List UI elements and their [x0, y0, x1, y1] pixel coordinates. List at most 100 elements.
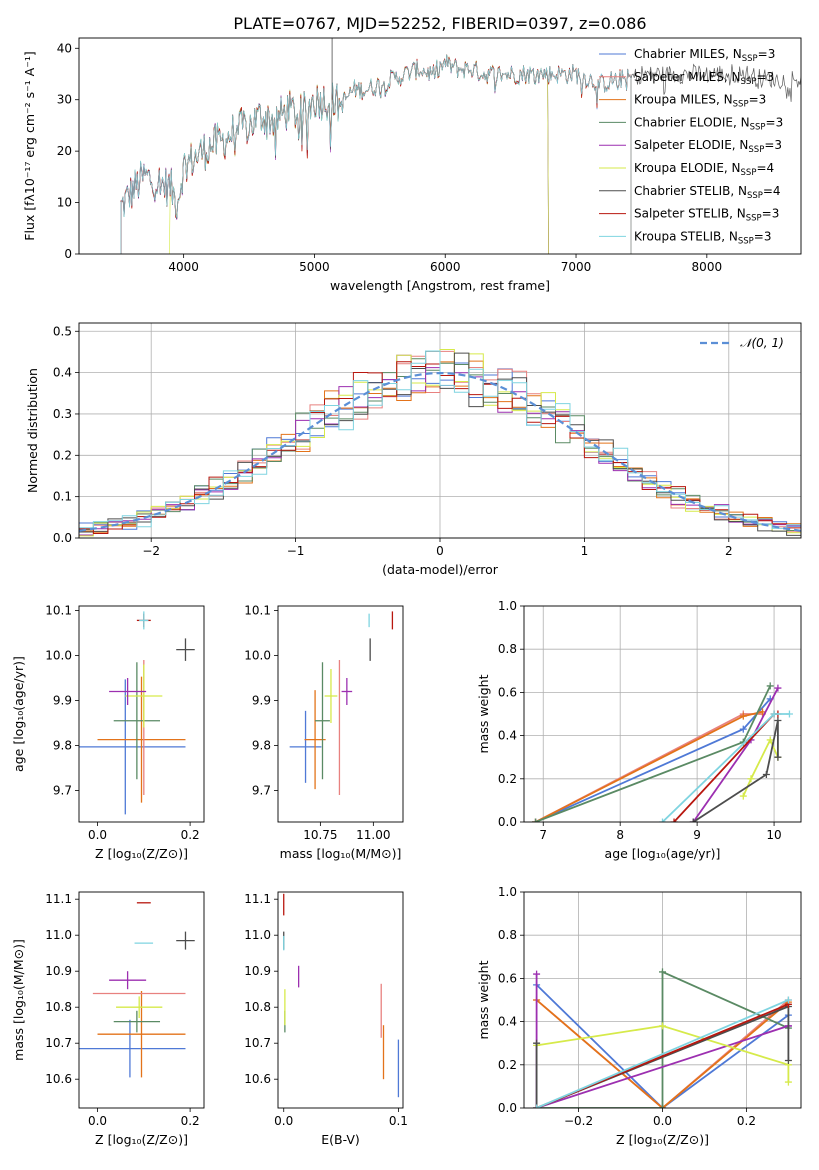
- panel-residuals: −2 −1 0 1 2 0.0 0.1 0.2 0.3 0.4 0.5 (data-model)/er…: [25, 322, 802, 577]
- age_weight-marker-kroupa-miles: [739, 712, 747, 720]
- z_weight-marker-kroupa-stelib: [784, 996, 792, 1004]
- spectrum-ytick-label: 10: [57, 196, 72, 210]
- ebv_mass-ytick-label: 10.9: [244, 964, 271, 978]
- age_weight-marker-kroupa-elodie: [739, 792, 747, 800]
- age_weight-series-chabrier-stelib: [692, 720, 779, 822]
- age_weight-xtick-label: 9: [693, 828, 701, 842]
- z_weight-ytick-label: 1.0: [498, 885, 517, 899]
- legend-label-salpeter-elodie: Salpeter ELODIE, NSSP=3: [634, 138, 782, 155]
- ebv_mass-ytick-label: 11.1: [244, 892, 271, 906]
- z_mass-point-kroupa-elodie: [116, 996, 163, 1018]
- age_weight-ytick-label: 0.2: [498, 772, 517, 786]
- spectrum-series-kroupa-stelib: [120, 54, 632, 254]
- spectrum-xtick-label: 5000: [299, 260, 330, 274]
- mass_age-xtick-label: 10.75: [303, 828, 337, 842]
- z_weight-marker-kroupa-stelib: [533, 1104, 541, 1108]
- z_age-point-salpeter-elodie: [109, 678, 147, 705]
- legend-label-salpeter-stelib: Salpeter STELIB, NSSP=3: [634, 207, 779, 224]
- z_weight-marker-kroupa-elodie: [784, 1078, 792, 1086]
- age_weight-series-chabrier-elodie: [535, 685, 772, 822]
- residuals-ytick-label: 0.2: [53, 448, 72, 462]
- z_weight-series-salpeter-elodie: [535, 974, 789, 1108]
- z_age-point-chabrier-elodie: [113, 662, 161, 780]
- z_weight-marker-kroupa-elodie: [659, 1022, 666, 1030]
- panel-z-age: 0.0 0.2 9.7 9.8 9.9 10.0 10.1 Z [log₁₀(Z/Z⊙)] ag…: [11, 604, 205, 861]
- ebv_mass-ytick-label: 10.8: [244, 1000, 271, 1014]
- residuals-ylabel: Normed distribution: [25, 368, 40, 493]
- z_mass-ytick-label: 10.9: [45, 964, 72, 978]
- spectrum-xtick-label: 6000: [430, 260, 461, 274]
- age_weight-ylabel: mass weight: [476, 674, 491, 753]
- panel-z-weight: −0.2 0.0 0.2 0.0 0.2 0.4 0.6 0.8 1.0 Z [log₁₀(Z/Z…: [476, 885, 802, 1147]
- histogram-series-kroupa-stelib: [79, 350, 801, 535]
- ebv_mass-xlabel: E(B-V): [321, 1132, 360, 1147]
- age_weight-marker-salpeter-elodie: [774, 684, 782, 692]
- z_mass-ylabel: mass [log₁₀(M/M⊙)]: [11, 939, 26, 1061]
- z_age-xlabel: Z [log₁₀(Z/Z⊙)]: [95, 846, 188, 861]
- z_weight-marker-chabrier-stelib: [533, 1039, 541, 1047]
- z_mass-ytick-label: 10.6: [45, 1072, 72, 1086]
- legend-label-chabrier-stelib: Chabrier STELIB, NSSP=4: [634, 184, 781, 201]
- legend-label-chabrier-miles: Chabrier MILES, NSSP=3: [634, 47, 775, 64]
- z_weight-ytick-label: 0.8: [498, 928, 517, 942]
- z_age-ylabel: age [log₁₀(age/yr)]: [11, 656, 26, 772]
- z_weight-xtick-label: −0.2: [564, 1114, 593, 1128]
- z_weight-series-chabrier-miles: [535, 984, 789, 1108]
- z_age-point-kroupa-miles: [97, 676, 186, 803]
- z_mass-xlabel: Z [log₁₀(Z/Z⊙)]: [95, 1132, 188, 1147]
- legend-label-salpeter-miles: Salpeter MILES, NSSP=3: [634, 70, 774, 87]
- z_weight-ytick-label: 0.6: [498, 971, 517, 985]
- z_mass-ytick-label: 11.0: [45, 928, 72, 942]
- spectrum-frame: [78, 37, 802, 255]
- mass_age-point-kroupa-elodie: [324, 669, 338, 723]
- z_age-point-chabrier-stelib: [176, 638, 195, 661]
- z_mass-point-salpeter-elodie: [109, 971, 147, 990]
- z_mass-xtick-label: 0.2: [181, 1114, 200, 1128]
- panel-spectrum: 4000 5000 6000 7000 8000 0 10 20 30 40 wavelength …: [22, 37, 802, 293]
- gaussian-curve: [79, 372, 801, 532]
- spectrum-legend: Chabrier MILES, NSSP=3 Salpeter MILES, NS…: [599, 47, 783, 246]
- age_weight-marker-chabrier-stelib: [689, 818, 697, 822]
- z_mass-xtick-label: 0.0: [88, 1114, 107, 1128]
- spectrum-xtick-label: 7000: [561, 260, 592, 274]
- mass_age-ytick-label: 10.0: [244, 649, 271, 663]
- panel-z-mass: 0.0 0.2 10.6 10.7 10.8 10.9 11.0 11.1 Z [log₁₀(Z…: [11, 891, 205, 1147]
- z_age-xtick-label: 0.0: [88, 828, 107, 842]
- residuals-xlabel: (data-model)/error: [382, 562, 499, 577]
- z_age-ytick-label: 9.9: [53, 694, 72, 708]
- spectrum-xtick-label: 4000: [168, 260, 199, 274]
- legend-label-gaussian: 𝒩(0, 1): [740, 336, 784, 350]
- spectrum-ylabel: Flux [fλ10⁻¹⁷ erg cm⁻² s⁻¹ A⁻¹]: [22, 51, 37, 240]
- age_weight-ytick-label: 0.4: [498, 729, 517, 743]
- mass_age-ytick-label: 9.9: [252, 694, 271, 708]
- z_weight-marker-chabrier-elodie: [659, 1104, 666, 1108]
- z_age-ytick-label: 9.8: [53, 739, 72, 753]
- age_weight-series-salpeter-stelib: [673, 713, 778, 822]
- residuals-xtick-label: 1: [581, 544, 589, 558]
- z_weight-ytick-label: 0.2: [498, 1058, 517, 1072]
- z_age-ytick-label: 9.7: [53, 784, 72, 798]
- spectrum-ytick-label: 20: [57, 144, 72, 158]
- z_mass-point-chabrier-miles: [79, 1019, 186, 1078]
- age_weight-ytick-label: 0.6: [498, 685, 517, 699]
- age_weight-marker-kroupa-elodie: [766, 736, 774, 744]
- legend-label-kroupa-elodie: Kroupa ELODIE, NSSP=4: [634, 161, 774, 178]
- z_weight-ytick-label: 0.4: [498, 1015, 517, 1029]
- age_weight-marker-chabrier-elodie: [766, 682, 774, 690]
- residuals-frame: [78, 322, 802, 539]
- z_mass-point-kroupa-miles: [97, 991, 186, 1078]
- ebv_mass-xtick-label: 0.0: [274, 1114, 293, 1128]
- age_weight-marker-chabrier-elodie: [532, 818, 540, 822]
- residuals-ytick-label: 0.5: [53, 324, 72, 338]
- figure-title: PLATE=0767, MJD=52252, FIBERID=0397, z=0…: [233, 14, 646, 33]
- spectrum-series-chabrier-miles: [120, 55, 632, 254]
- z_age-point-kroupa-elodie: [125, 664, 163, 728]
- mass_age-ytick-label: 9.7: [252, 784, 271, 798]
- mass_age-xtick-label: 11.00: [356, 828, 390, 842]
- age_weight-marker-kroupa-stelib: [659, 818, 666, 822]
- mass_age-point-chabrier-elodie: [315, 662, 330, 780]
- panel-mass-age: 10.75 11.00 9.7 9.8 9.9 10.0 10.1 mass [log₁₀(M…: [244, 604, 404, 861]
- z_weight-ytick-label: 0.0: [498, 1101, 517, 1115]
- age_weight-xlabel: age [log₁₀(age/yr)]: [605, 846, 721, 861]
